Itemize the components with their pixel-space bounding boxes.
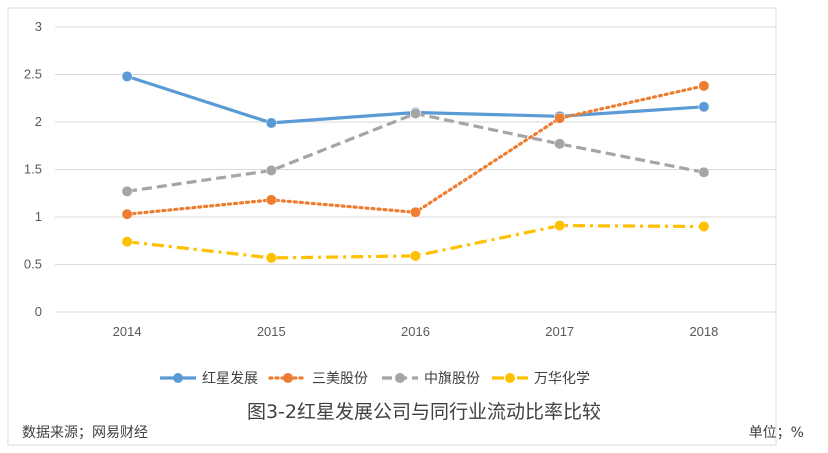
legend-label: 中旗股份 xyxy=(424,371,480,387)
data-point xyxy=(698,166,710,178)
data-point xyxy=(265,194,277,206)
series-4 xyxy=(121,220,710,264)
legend-label: 万华化学 xyxy=(534,371,590,387)
data-point xyxy=(698,221,710,232)
unit-note: 单位；% xyxy=(749,425,804,441)
data-point xyxy=(554,138,566,150)
x-tick-label: 2014 xyxy=(113,324,142,339)
y-axis-ticks: 0 0.5 1 1.5 2 2.5 3 xyxy=(24,19,42,319)
chart-caption: 图3-2红星发展公司与同行业流动比率比较 xyxy=(247,401,601,423)
data-point xyxy=(121,185,133,197)
series-3 xyxy=(121,108,710,197)
legend-marker xyxy=(505,373,515,383)
data-point xyxy=(265,165,277,176)
legend-marker xyxy=(395,373,405,383)
data-point xyxy=(121,70,133,82)
data-point xyxy=(554,112,566,124)
data-point xyxy=(410,250,421,262)
y-tick-label: 1 xyxy=(35,209,42,224)
series-2 xyxy=(121,80,710,220)
data-point xyxy=(410,206,421,218)
data-point xyxy=(698,80,710,92)
legend-marker xyxy=(173,373,183,383)
y-tick-label: 0.5 xyxy=(24,257,42,272)
source-note: 数据来源；网易财经 xyxy=(22,425,148,441)
data-point xyxy=(410,108,421,119)
series-line xyxy=(126,224,704,260)
y-tick-label: 0 xyxy=(35,304,42,319)
data-point xyxy=(121,208,133,220)
data-point xyxy=(265,117,277,129)
y-tick-label: 2 xyxy=(35,114,42,129)
series-group xyxy=(121,70,710,264)
y-tick-label: 3 xyxy=(35,19,42,34)
x-tick-label: 2016 xyxy=(401,324,430,339)
data-point xyxy=(554,220,566,232)
legend-label: 红星发展 xyxy=(202,371,258,387)
legend-label: 三美股份 xyxy=(312,371,368,387)
data-point xyxy=(265,252,277,264)
legend-marker xyxy=(283,373,293,383)
x-tick-label: 2017 xyxy=(545,324,574,339)
y-tick-label: 1.5 xyxy=(24,162,42,177)
data-point xyxy=(698,101,710,113)
x-axis-ticks: 2014 2015 2016 2017 2018 xyxy=(113,324,719,339)
legend: 红星发展 三美股份 中旗股份 万华化学 xyxy=(160,371,590,387)
x-tick-label: 2018 xyxy=(689,324,718,339)
gridlines xyxy=(55,26,776,313)
x-tick-label: 2015 xyxy=(257,324,286,339)
data-point xyxy=(121,236,133,248)
y-tick-label: 2.5 xyxy=(24,67,42,82)
